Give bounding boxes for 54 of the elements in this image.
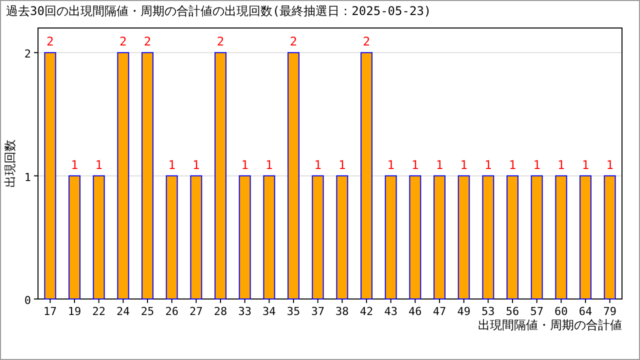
x-tick-label: 53 bbox=[482, 305, 495, 318]
x-tick-label: 35 bbox=[286, 305, 300, 318]
data-label: 1 bbox=[436, 158, 444, 172]
x-tick-label: 22 bbox=[92, 305, 106, 318]
x-tick-label: 28 bbox=[214, 305, 228, 318]
x-tick-label: 64 bbox=[578, 305, 592, 318]
data-label: 1 bbox=[338, 158, 346, 172]
x-tick-label: 34 bbox=[262, 305, 276, 318]
y-tick-label: 2 bbox=[24, 48, 31, 61]
x-tick-label: 47 bbox=[432, 305, 446, 318]
data-label: 1 bbox=[606, 158, 614, 172]
data-label: 1 bbox=[460, 158, 468, 172]
x-tick-label: 42 bbox=[360, 305, 374, 318]
y-tick-label: 1 bbox=[24, 170, 31, 184]
data-label: 1 bbox=[508, 158, 516, 172]
y-axis-title: 出現回数 bbox=[3, 140, 17, 188]
data-label: 1 bbox=[95, 158, 102, 172]
data-label: 2 bbox=[216, 34, 224, 49]
x-tick-label: 38 bbox=[336, 305, 349, 318]
x-tick-label: 19 bbox=[68, 305, 82, 318]
data-label: 1 bbox=[582, 158, 590, 172]
data-label: 1 bbox=[168, 158, 176, 172]
y-tick-label: 0 bbox=[24, 294, 31, 307]
data-label: 2 bbox=[46, 34, 54, 49]
x-tick-label: 56 bbox=[506, 305, 520, 318]
data-label: 1 bbox=[558, 158, 565, 172]
x-axis-title: 出現間隔値・周期の合計値 bbox=[478, 318, 622, 332]
x-tick-label: 33 bbox=[238, 305, 252, 318]
data-label: 2 bbox=[120, 34, 127, 49]
data-label: 1 bbox=[533, 158, 540, 172]
data-label: 1 bbox=[484, 158, 492, 172]
data-label: 2 bbox=[144, 34, 152, 49]
x-tick-label: 43 bbox=[384, 305, 398, 318]
x-tick-label: 27 bbox=[190, 305, 203, 318]
data-label: 1 bbox=[70, 158, 78, 172]
data-label: 1 bbox=[412, 158, 419, 172]
x-tick-label: 79 bbox=[603, 305, 616, 318]
x-tick-label: 24 bbox=[116, 305, 130, 318]
x-tick-label: 37 bbox=[311, 305, 324, 318]
data-label: 2 bbox=[362, 34, 370, 49]
data-label: 1 bbox=[387, 158, 394, 172]
x-tick-label: 46 bbox=[408, 305, 422, 318]
data-label: 1 bbox=[241, 158, 248, 172]
x-tick-label: 60 bbox=[554, 305, 568, 318]
data-label: 1 bbox=[192, 158, 200, 172]
x-tick-label: 17 bbox=[44, 305, 57, 318]
x-tick-label: 57 bbox=[530, 305, 544, 318]
data-label: 1 bbox=[314, 158, 322, 172]
x-tick-label: 25 bbox=[140, 305, 154, 318]
chart-title: 過去30回の出現間隔値・周期の合計値の出現回数(最終抽選日：2025-05-23) bbox=[6, 4, 432, 18]
data-label: 1 bbox=[266, 158, 273, 172]
x-tick-label: 49 bbox=[457, 305, 470, 318]
x-tick-label: 26 bbox=[165, 305, 178, 318]
data-label: 2 bbox=[290, 34, 298, 49]
